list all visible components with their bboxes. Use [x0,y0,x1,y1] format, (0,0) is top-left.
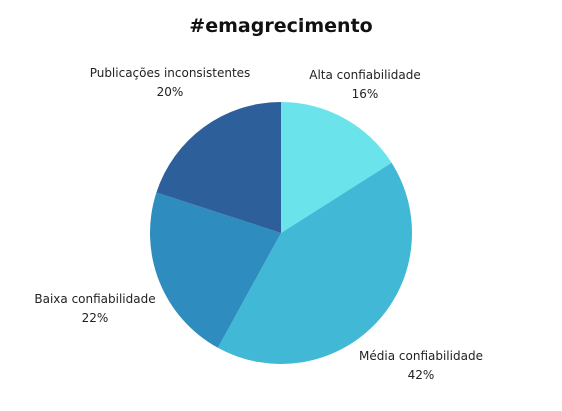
pie-slices [149,102,413,364]
pie-labels: Alta confiabilidade 16% Média confiabilida… [34,66,483,382]
slice-label: Alta confiabilidade [309,68,420,82]
pie-slice-publica-es-inconsistentes [156,102,281,233]
slice-label: Publicações inconsistentes [90,66,251,80]
slice-value-label: 42% [408,368,435,382]
slice-value-label: 16% [352,87,379,101]
chart-title: #emagrecimento [189,15,373,37]
pie-slice-m-dia-confiabilidade [217,162,413,364]
pie-slice-alta-confiabilidade [281,102,392,233]
slice-label: Média confiabilidade [359,349,483,363]
slice-value-label: 20% [157,85,184,99]
slice-label: Baixa confiabilidade [34,292,155,306]
pie-slice-baixa-confiabilidade [149,192,281,348]
slice-value-label: 22% [82,311,109,325]
